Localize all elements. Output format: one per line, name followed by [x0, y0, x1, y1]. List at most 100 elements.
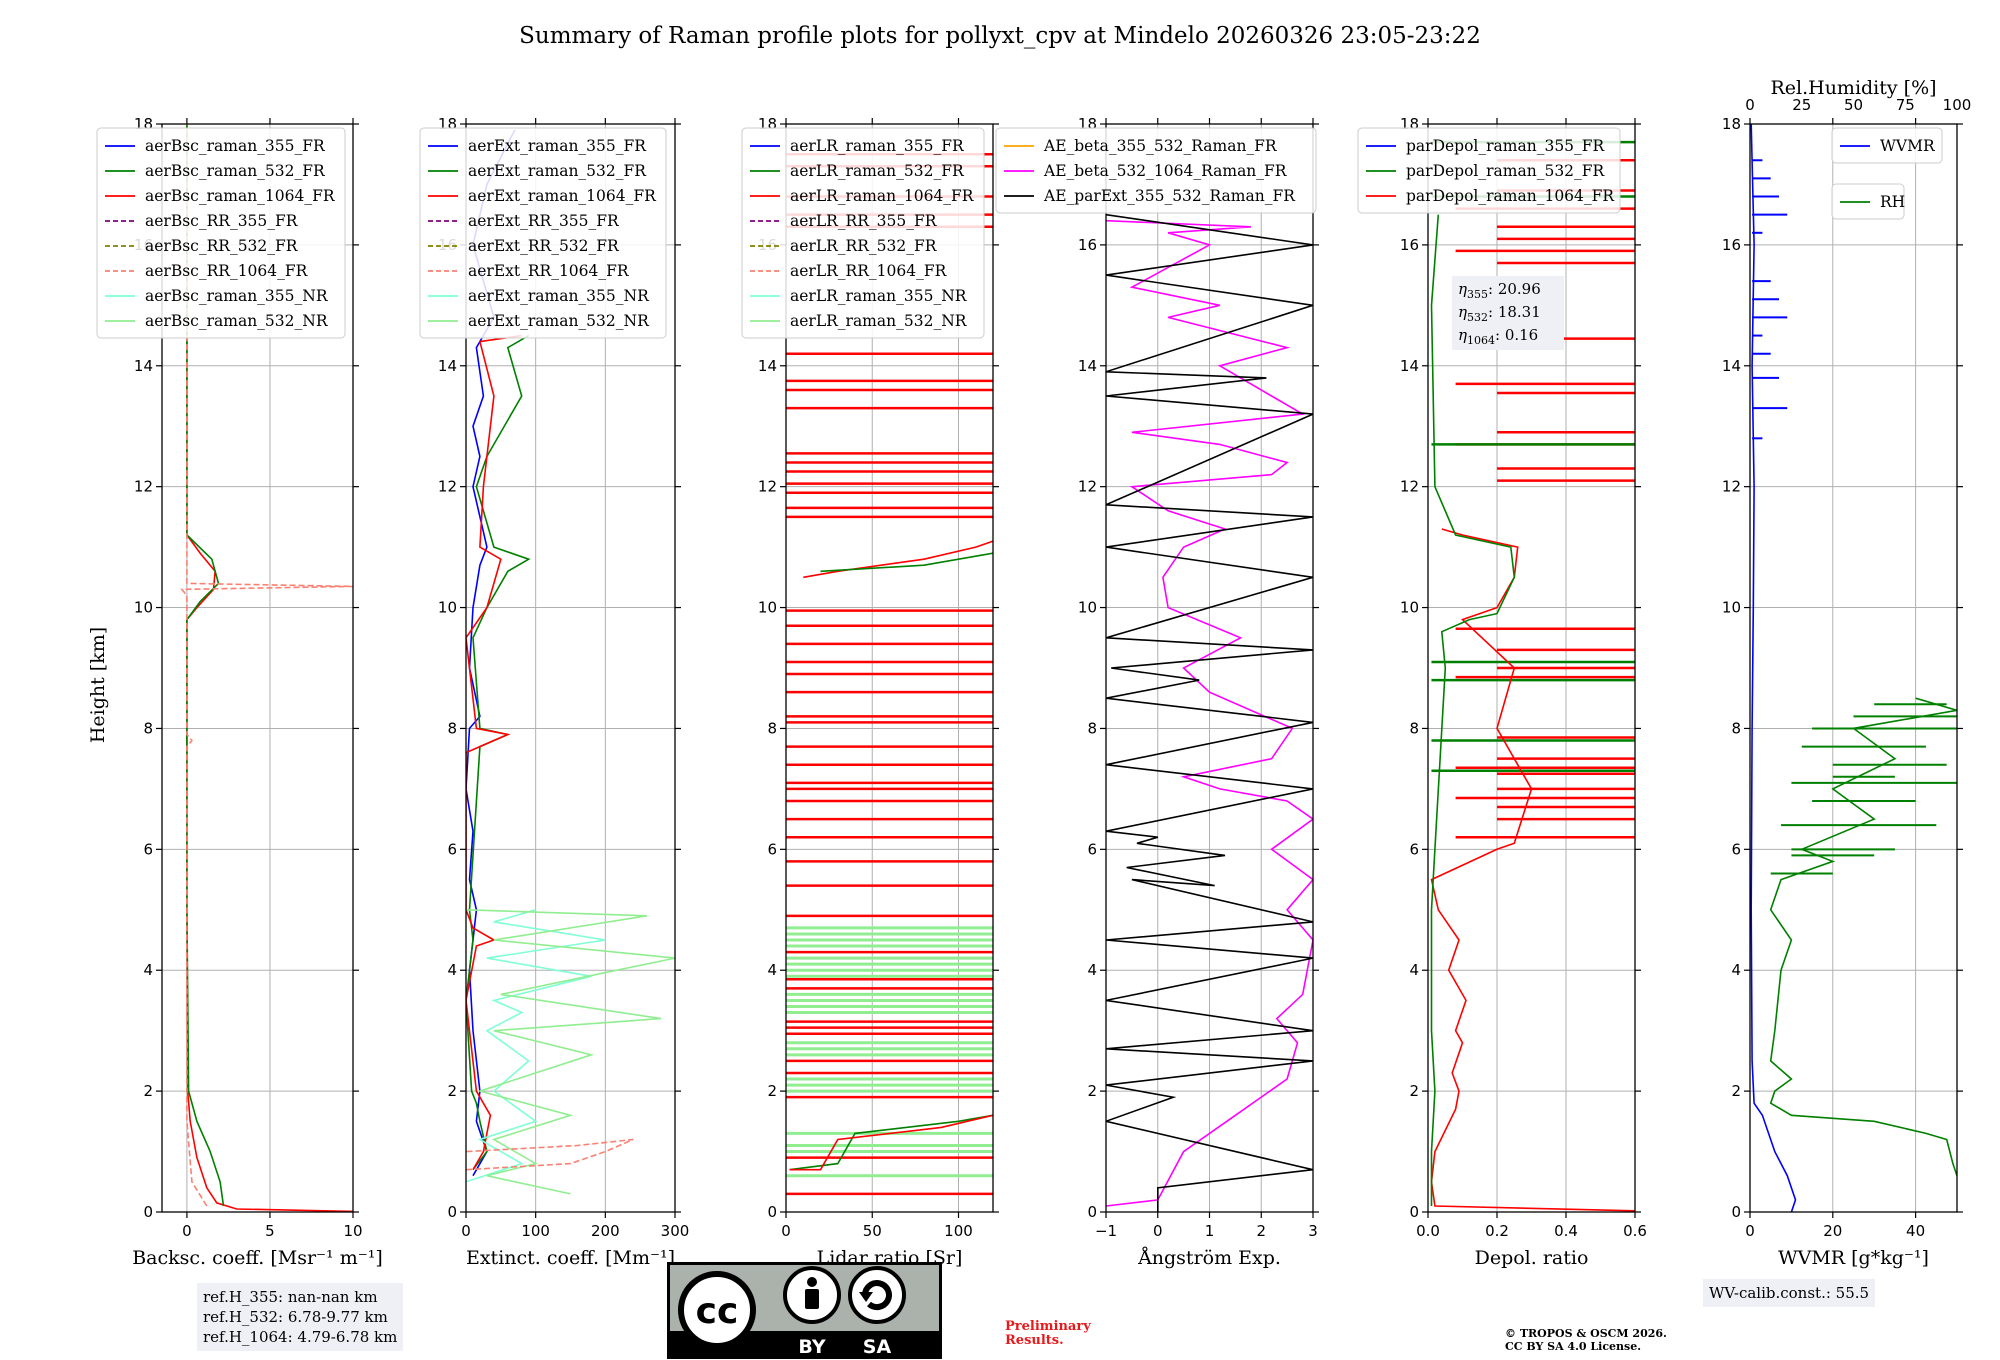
legend-backscatter-legend: aerBsc_raman_355_FR aerBsc_raman_532_FRae…	[96, 127, 346, 339]
series-aerExt_raman_1064_FR	[466, 334, 522, 1171]
ytick-label: 12	[758, 478, 777, 496]
figure-title: Summary of Raman profile plots for polly…	[519, 23, 1481, 49]
legend-label: aerLR_RR_532_FR	[790, 237, 938, 255]
ytick-label: 6	[1409, 840, 1419, 858]
xtick-label: 0	[461, 1222, 471, 1240]
copyright-line-2: CC BY SA 4.0 License.	[1505, 1340, 1642, 1353]
ref-height-1064: ref.H_1064: 4.79-6.78 km	[203, 1328, 398, 1346]
axes-frame	[785, 123, 994, 1213]
ytick-label: 14	[1400, 357, 1419, 375]
series-aerExt_raman_532_NR	[466, 909, 675, 1195]
legend-label: aerExt_RR_1064_FR	[468, 262, 630, 280]
legend-label: aerLR_raman_355_NR	[790, 287, 968, 305]
ref-height-355: ref.H_355: nan-nan km	[203, 1288, 378, 1306]
legend-box	[741, 127, 985, 339]
ytick-label: 2	[1087, 1082, 1097, 1100]
xtick-label: 100	[521, 1222, 550, 1240]
series-aerExt_raman_355_NR	[466, 909, 606, 1183]
plot-area-lidar_ratio	[786, 152, 993, 1196]
xtick-label: 0.6	[1623, 1222, 1647, 1240]
ytick-label: 4	[1731, 961, 1741, 979]
by-person-head	[807, 1277, 817, 1287]
top-xtick-label: 25	[1792, 96, 1811, 114]
ytick-label: 10	[134, 599, 153, 617]
legend-label: AE_beta_532_1064_Raman_FR	[1043, 162, 1288, 180]
ytick-label: 8	[143, 719, 153, 737]
ytick-label: 14	[438, 357, 457, 375]
series-aerLR_raman_532_FR	[789, 1114, 993, 1171]
cc-by-sa-badge: cc BY SA	[667, 1262, 942, 1359]
ytick-label: 2	[1409, 1082, 1419, 1100]
legend-label: aerExt_RR_532_FR	[468, 237, 620, 255]
axes-frame	[1427, 123, 1636, 1213]
xtick-label: 100	[944, 1222, 973, 1240]
ytick-label: 12	[134, 478, 153, 496]
xtick-label: 10	[343, 1222, 362, 1240]
xtick-label: 50	[863, 1222, 882, 1240]
legend-label: aerExt_raman_355_NR	[468, 287, 650, 305]
axes-frame	[161, 123, 354, 1213]
xtick-label: 20	[1823, 1222, 1842, 1240]
eta-value: : 0.16	[1495, 326, 1538, 344]
by-label: BY	[798, 1336, 825, 1358]
series-aerLR_raman_532_FR_2	[820, 552, 993, 573]
series-aerExt_raman_355_FR	[466, 129, 516, 1177]
legend-box	[419, 127, 667, 339]
legend-label: aerExt_raman_532_NR	[468, 312, 650, 330]
legend-box	[96, 127, 346, 339]
legend-wvmr-legend: WVMR	[1831, 127, 1943, 164]
eta-532: η532: 18.31	[1458, 303, 1541, 324]
wv-calib-const: WV-calib.const.: 55.5	[1709, 1284, 1870, 1302]
legend-extinction-legend: aerExt_raman_355_FR aerExt_raman_532_FRae…	[419, 127, 667, 339]
ytick-label: 10	[1078, 599, 1097, 617]
eta-value: : 20.96	[1488, 280, 1541, 298]
legend-label: aerLR_raman_1064_FR	[790, 187, 975, 205]
ref-height-532: ref.H_532: 6.78-9.77 km	[203, 1308, 388, 1326]
legend-label: aerBsc_raman_355_FR	[145, 137, 326, 155]
legend-label: AE_beta_355_532_Raman_FR	[1043, 137, 1278, 155]
ytick-label: 14	[134, 357, 153, 375]
legend-box	[995, 127, 1317, 214]
ytick-label: 6	[767, 840, 777, 858]
eta-355: η355: 20.96	[1458, 280, 1541, 301]
legend-label: aerExt_RR_355_FR	[468, 212, 620, 230]
xtick-label: 0	[781, 1222, 791, 1240]
preliminary-line-1: Preliminary	[1005, 1319, 1091, 1334]
eta-symbol: η	[1458, 280, 1467, 298]
reference-heights-note: ref.H_355: nan-nan km ref.H_532: 6.78-9.…	[197, 1283, 404, 1351]
legend-label: parDepol_raman_532_FR	[1406, 162, 1606, 180]
xtick-label: 0	[182, 1222, 192, 1240]
panel-extinction: 0246810121416180100200300Extinct. coeff.…	[419, 115, 689, 1269]
sa-share-alike-icon	[848, 1266, 906, 1324]
ytick-label: 12	[1078, 478, 1097, 496]
legend-label: aerBsc_raman_532_FR	[145, 162, 326, 180]
xtick-label: 2	[1256, 1222, 1266, 1240]
ytick-label: 0	[767, 1203, 777, 1221]
ytick-label: 16	[1078, 236, 1097, 254]
copyright-note: © TROPOS & OSCM 2026. CC BY SA 4.0 Licen…	[1505, 1327, 1667, 1353]
ytick-label: 4	[1409, 961, 1419, 979]
axes-frame	[1749, 123, 1958, 1213]
plot-area-wvmr	[1750, 124, 1957, 1212]
legend-label: parDepol_raman_355_FR	[1406, 137, 1606, 155]
legend-label: AE_parExt_355_532_Raman_FR	[1043, 187, 1296, 205]
xtick-label: 200	[591, 1222, 620, 1240]
legend-label: aerBsc_raman_1064_FR	[145, 187, 336, 205]
ytick-label: 18	[1722, 115, 1741, 133]
series-aerExt_raman_532_FR	[466, 334, 531, 1171]
legend-label: aerBsc_raman_532_NR	[145, 312, 329, 330]
copyright-line-1: © TROPOS & OSCM 2026.	[1505, 1327, 1667, 1340]
xlabel-backscatter: Backsc. coeff. [Msr⁻¹ m⁻¹]	[132, 1247, 383, 1269]
legend-label: parDepol_raman_1064_FR	[1406, 187, 1615, 205]
ytick-label: 16	[1400, 236, 1419, 254]
legend-label: aerExt_raman_355_FR	[468, 137, 647, 155]
ytick-label: 10	[1400, 599, 1419, 617]
xtick-label: 0.0	[1416, 1222, 1440, 1240]
ytick-label: 2	[447, 1082, 457, 1100]
xtick-label: 1	[1205, 1222, 1215, 1240]
eta-1064: η1064: 0.16	[1458, 326, 1538, 347]
ytick-label: 16	[1722, 236, 1741, 254]
legend-label: aerExt_raman_532_FR	[468, 162, 647, 180]
series-parDepol_raman_532_FR	[1430, 214, 1516, 1206]
